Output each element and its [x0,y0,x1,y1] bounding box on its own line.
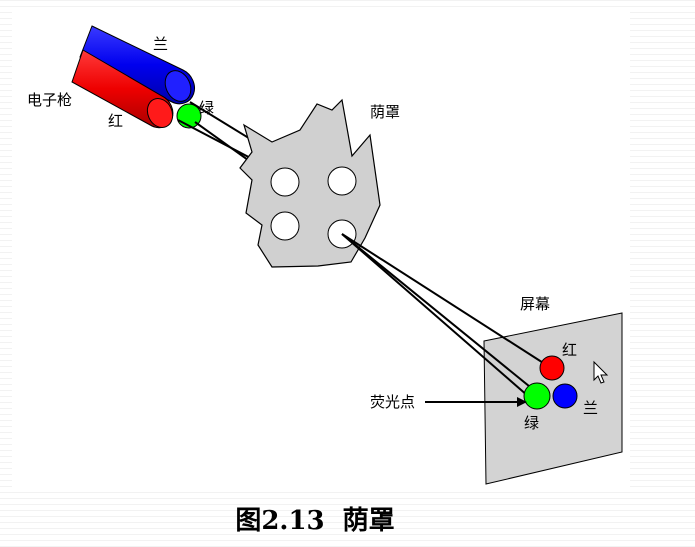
figure-title: 荫罩 [342,506,395,536]
figure-caption: 图2.13 荫罩 [0,500,630,537]
screen-red-dot [539,355,565,381]
label-screen-green: 绿 [524,414,539,432]
shadow-mask [239,98,381,268]
screen-green-dot [523,382,551,410]
red-gun [71,49,174,129]
label-green-gun: 绿 [199,99,214,117]
beams-to-screen [341,233,549,397]
figure-number: 图2.13 [235,506,325,536]
screen-blue-dot [552,383,578,409]
blue-gun [79,25,195,105]
label-screen-red: 红 [562,341,577,359]
label-screen-blue: 兰 [583,399,598,417]
label-mask: 荫罩 [370,103,400,121]
label-screen: 屏幕 [520,295,550,313]
mouse-cursor-icon [593,360,609,384]
phosphor-arrow [425,397,527,407]
label-red-gun: 红 [108,112,123,130]
label-phosphor: 荧光点 [370,393,415,411]
label-gun: 电子枪 [27,91,72,109]
label-blue-gun: 兰 [153,35,168,53]
